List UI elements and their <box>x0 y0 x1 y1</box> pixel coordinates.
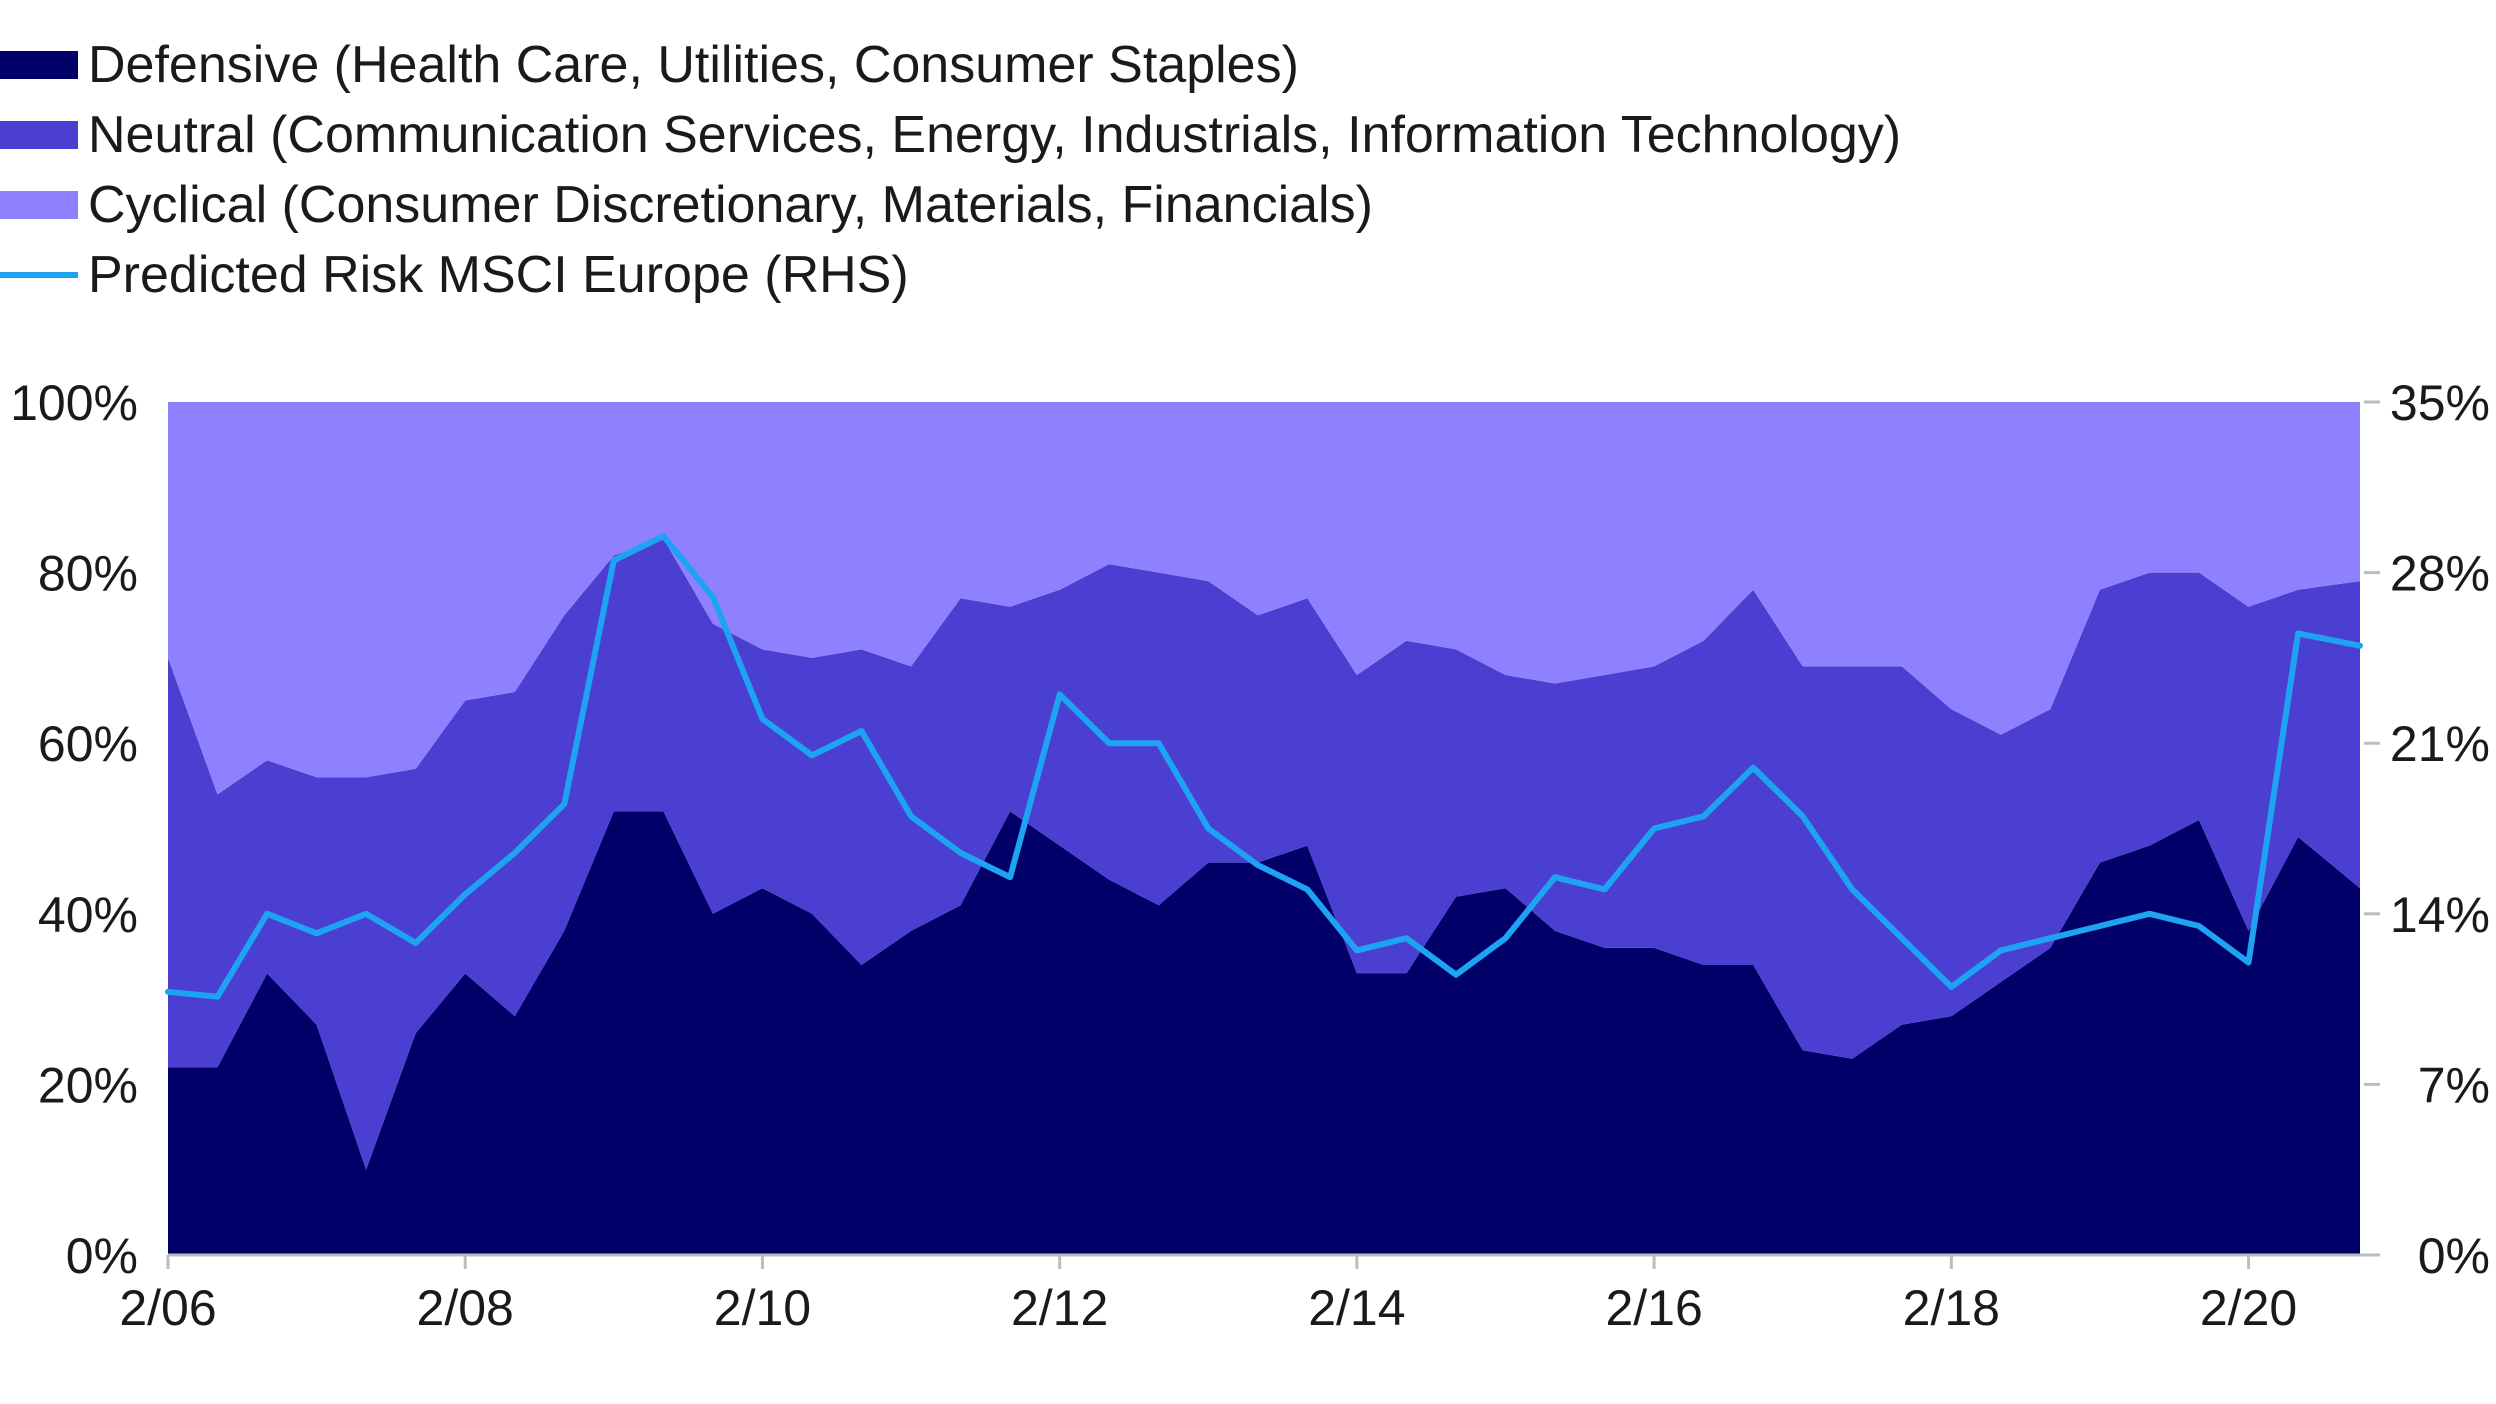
legend-line-predicted-risk <box>0 272 78 278</box>
y-left-tick-label: 80% <box>38 546 138 602</box>
x-tick-label: 2/16 <box>1605 1280 1702 1336</box>
legend: Defensive (Health Care, Utilities, Consu… <box>0 30 1901 310</box>
area-neutral <box>168 538 2360 1170</box>
x-tick-label: 2/18 <box>1903 1280 2000 1336</box>
legend-item-neutral: Neutral (Communication Services, Energy,… <box>0 100 1901 170</box>
x-tick-label: 2/20 <box>2200 1280 2297 1336</box>
y-left-tick-label: 0% <box>66 1228 138 1284</box>
legend-item-defensive: Defensive (Health Care, Utilities, Consu… <box>0 30 1901 100</box>
x-tick-label: 2/08 <box>417 1280 514 1336</box>
x-tick-label: 2/06 <box>119 1280 216 1336</box>
y-left-tick-label: 40% <box>38 887 138 943</box>
legend-swatch-defensive <box>0 51 78 79</box>
x-tick-label: 2/14 <box>1308 1280 1405 1336</box>
y-right-tick-label: 14% <box>2390 887 2490 943</box>
axes: 2/06 2/08 2/10 2/12 2/14 2/16 2/18 2/20 0% 20% 40%… <box>10 375 2490 1336</box>
y-right-tick-label: 35% <box>2390 375 2490 431</box>
legend-label-predicted-risk: Predicted Risk MSCI Europe (RHS) <box>88 246 909 304</box>
y-right-tick-label: 21% <box>2390 716 2490 772</box>
legend-label-neutral: Neutral (Communication Services, Energy,… <box>88 106 1902 164</box>
y-left-tick-label: 60% <box>38 716 138 772</box>
legend-swatch-cyclical <box>0 191 78 219</box>
legend-swatch-neutral <box>0 121 78 149</box>
area-defensive <box>168 811 2360 1255</box>
y-left-tick-label: 20% <box>38 1057 138 1113</box>
risk-line-group <box>165 533 2363 1000</box>
legend-label-cyclical: Cyclical (Consumer Discretionary, Materi… <box>88 176 1373 234</box>
area-cyclical <box>168 402 2360 795</box>
y-right-tick-label: 0% <box>2418 1228 2490 1284</box>
legend-item-predicted-risk: Predicted Risk MSCI Europe (RHS) <box>0 240 1901 310</box>
y-right-tick-label: 28% <box>2390 546 2490 602</box>
legend-item-cyclical: Cyclical (Consumer Discretionary, Materi… <box>0 170 1901 240</box>
risk-line <box>165 533 2363 1000</box>
stacked-areas <box>168 402 2360 1255</box>
x-tick-label: 2/12 <box>1011 1280 1108 1336</box>
y-left-tick-label: 100% <box>10 375 138 431</box>
y-right-tick-label: 7% <box>2418 1057 2490 1113</box>
x-tick-label: 2/10 <box>714 1280 811 1336</box>
legend-label-defensive: Defensive (Health Care, Utilities, Consu… <box>88 36 1299 94</box>
